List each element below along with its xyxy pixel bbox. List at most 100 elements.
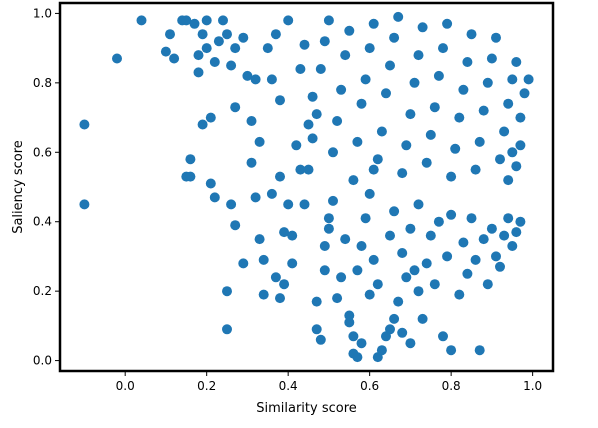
data-point (507, 147, 518, 158)
data-point (193, 67, 204, 78)
data-point (425, 129, 436, 140)
data-point (356, 338, 367, 349)
data-point (458, 237, 469, 248)
data-point (328, 147, 338, 158)
data-point (352, 265, 363, 276)
data-point (507, 241, 518, 251)
data-point (478, 105, 489, 116)
data-point (503, 213, 514, 224)
data-point (397, 168, 408, 179)
data-point (515, 216, 526, 227)
data-point (169, 53, 180, 64)
data-point (201, 15, 212, 26)
data-point (287, 258, 298, 269)
x-tick-label: 0.8 (442, 379, 461, 393)
data-point (462, 268, 473, 279)
data-point (438, 331, 448, 342)
plot-frame (58, 1, 555, 373)
data-point (393, 11, 404, 22)
data-point (136, 15, 147, 26)
data-point (275, 171, 285, 182)
x-axis-ticks: 0.0 0.2 0.4 0.6 0.8 1.0 (116, 371, 542, 393)
data-point (507, 74, 518, 85)
x-tick-label: 0.4 (279, 379, 298, 393)
data-point (405, 109, 416, 120)
data-point (393, 296, 404, 307)
data-point (112, 53, 122, 64)
data-point (364, 43, 375, 54)
data-point (413, 50, 424, 61)
y-tick-label: 0.8 (33, 76, 52, 90)
data-point (409, 77, 420, 88)
data-point (165, 29, 175, 40)
data-point (401, 272, 412, 283)
data-point (462, 57, 473, 67)
data-point (401, 140, 412, 151)
data-point (389, 32, 400, 43)
data-point (470, 164, 481, 175)
data-point (352, 352, 363, 363)
data-point (344, 310, 355, 321)
data-point (209, 57, 220, 67)
data-point (222, 286, 232, 297)
data-point (413, 199, 424, 210)
data-point (491, 32, 501, 43)
data-point (376, 126, 387, 137)
data-point (279, 227, 290, 238)
data-point (79, 119, 90, 130)
data-point (185, 154, 196, 165)
data-point (319, 36, 330, 47)
y-tick-label: 0.2 (33, 284, 52, 298)
data-point (270, 272, 281, 283)
data-point (368, 254, 379, 265)
data-point (185, 171, 196, 182)
data-point (226, 60, 237, 71)
data-point (323, 15, 334, 26)
data-point (250, 74, 261, 85)
y-axis-label: Saliency score (11, 140, 26, 234)
data-point (307, 133, 318, 144)
data-point (205, 112, 216, 123)
data-point (503, 98, 514, 109)
data-point (450, 143, 461, 154)
data-point (442, 251, 453, 262)
data-point (466, 213, 477, 224)
data-point (446, 345, 457, 356)
data-point (230, 220, 241, 231)
data-point (491, 251, 501, 262)
data-point (230, 43, 241, 54)
data-point (454, 289, 465, 300)
data-point (258, 289, 269, 300)
x-tick-label: 0.0 (116, 379, 135, 393)
data-point (486, 53, 497, 64)
data-point (189, 18, 200, 29)
data-point (246, 116, 257, 126)
data-point (238, 32, 249, 43)
data-point (495, 154, 505, 165)
data-point (160, 46, 171, 57)
data-point (466, 29, 477, 40)
data-point (299, 199, 310, 210)
data-point (262, 43, 273, 54)
y-tick-label: 0.0 (33, 354, 52, 368)
data-point (482, 77, 493, 88)
x-tick-label: 1.0 (523, 379, 542, 393)
data-point (230, 102, 241, 113)
data-point (250, 192, 261, 203)
data-point (389, 313, 400, 324)
data-point (295, 64, 306, 74)
data-point (368, 164, 379, 175)
data-point (425, 230, 436, 241)
data-point (303, 164, 314, 175)
data-point (328, 195, 338, 206)
data-point (486, 223, 497, 234)
data-point (499, 126, 510, 137)
data-point (279, 279, 290, 290)
data-point (291, 140, 302, 151)
data-point (442, 18, 453, 29)
data-point (283, 15, 294, 26)
data-point (478, 234, 489, 245)
data-point (511, 227, 522, 238)
